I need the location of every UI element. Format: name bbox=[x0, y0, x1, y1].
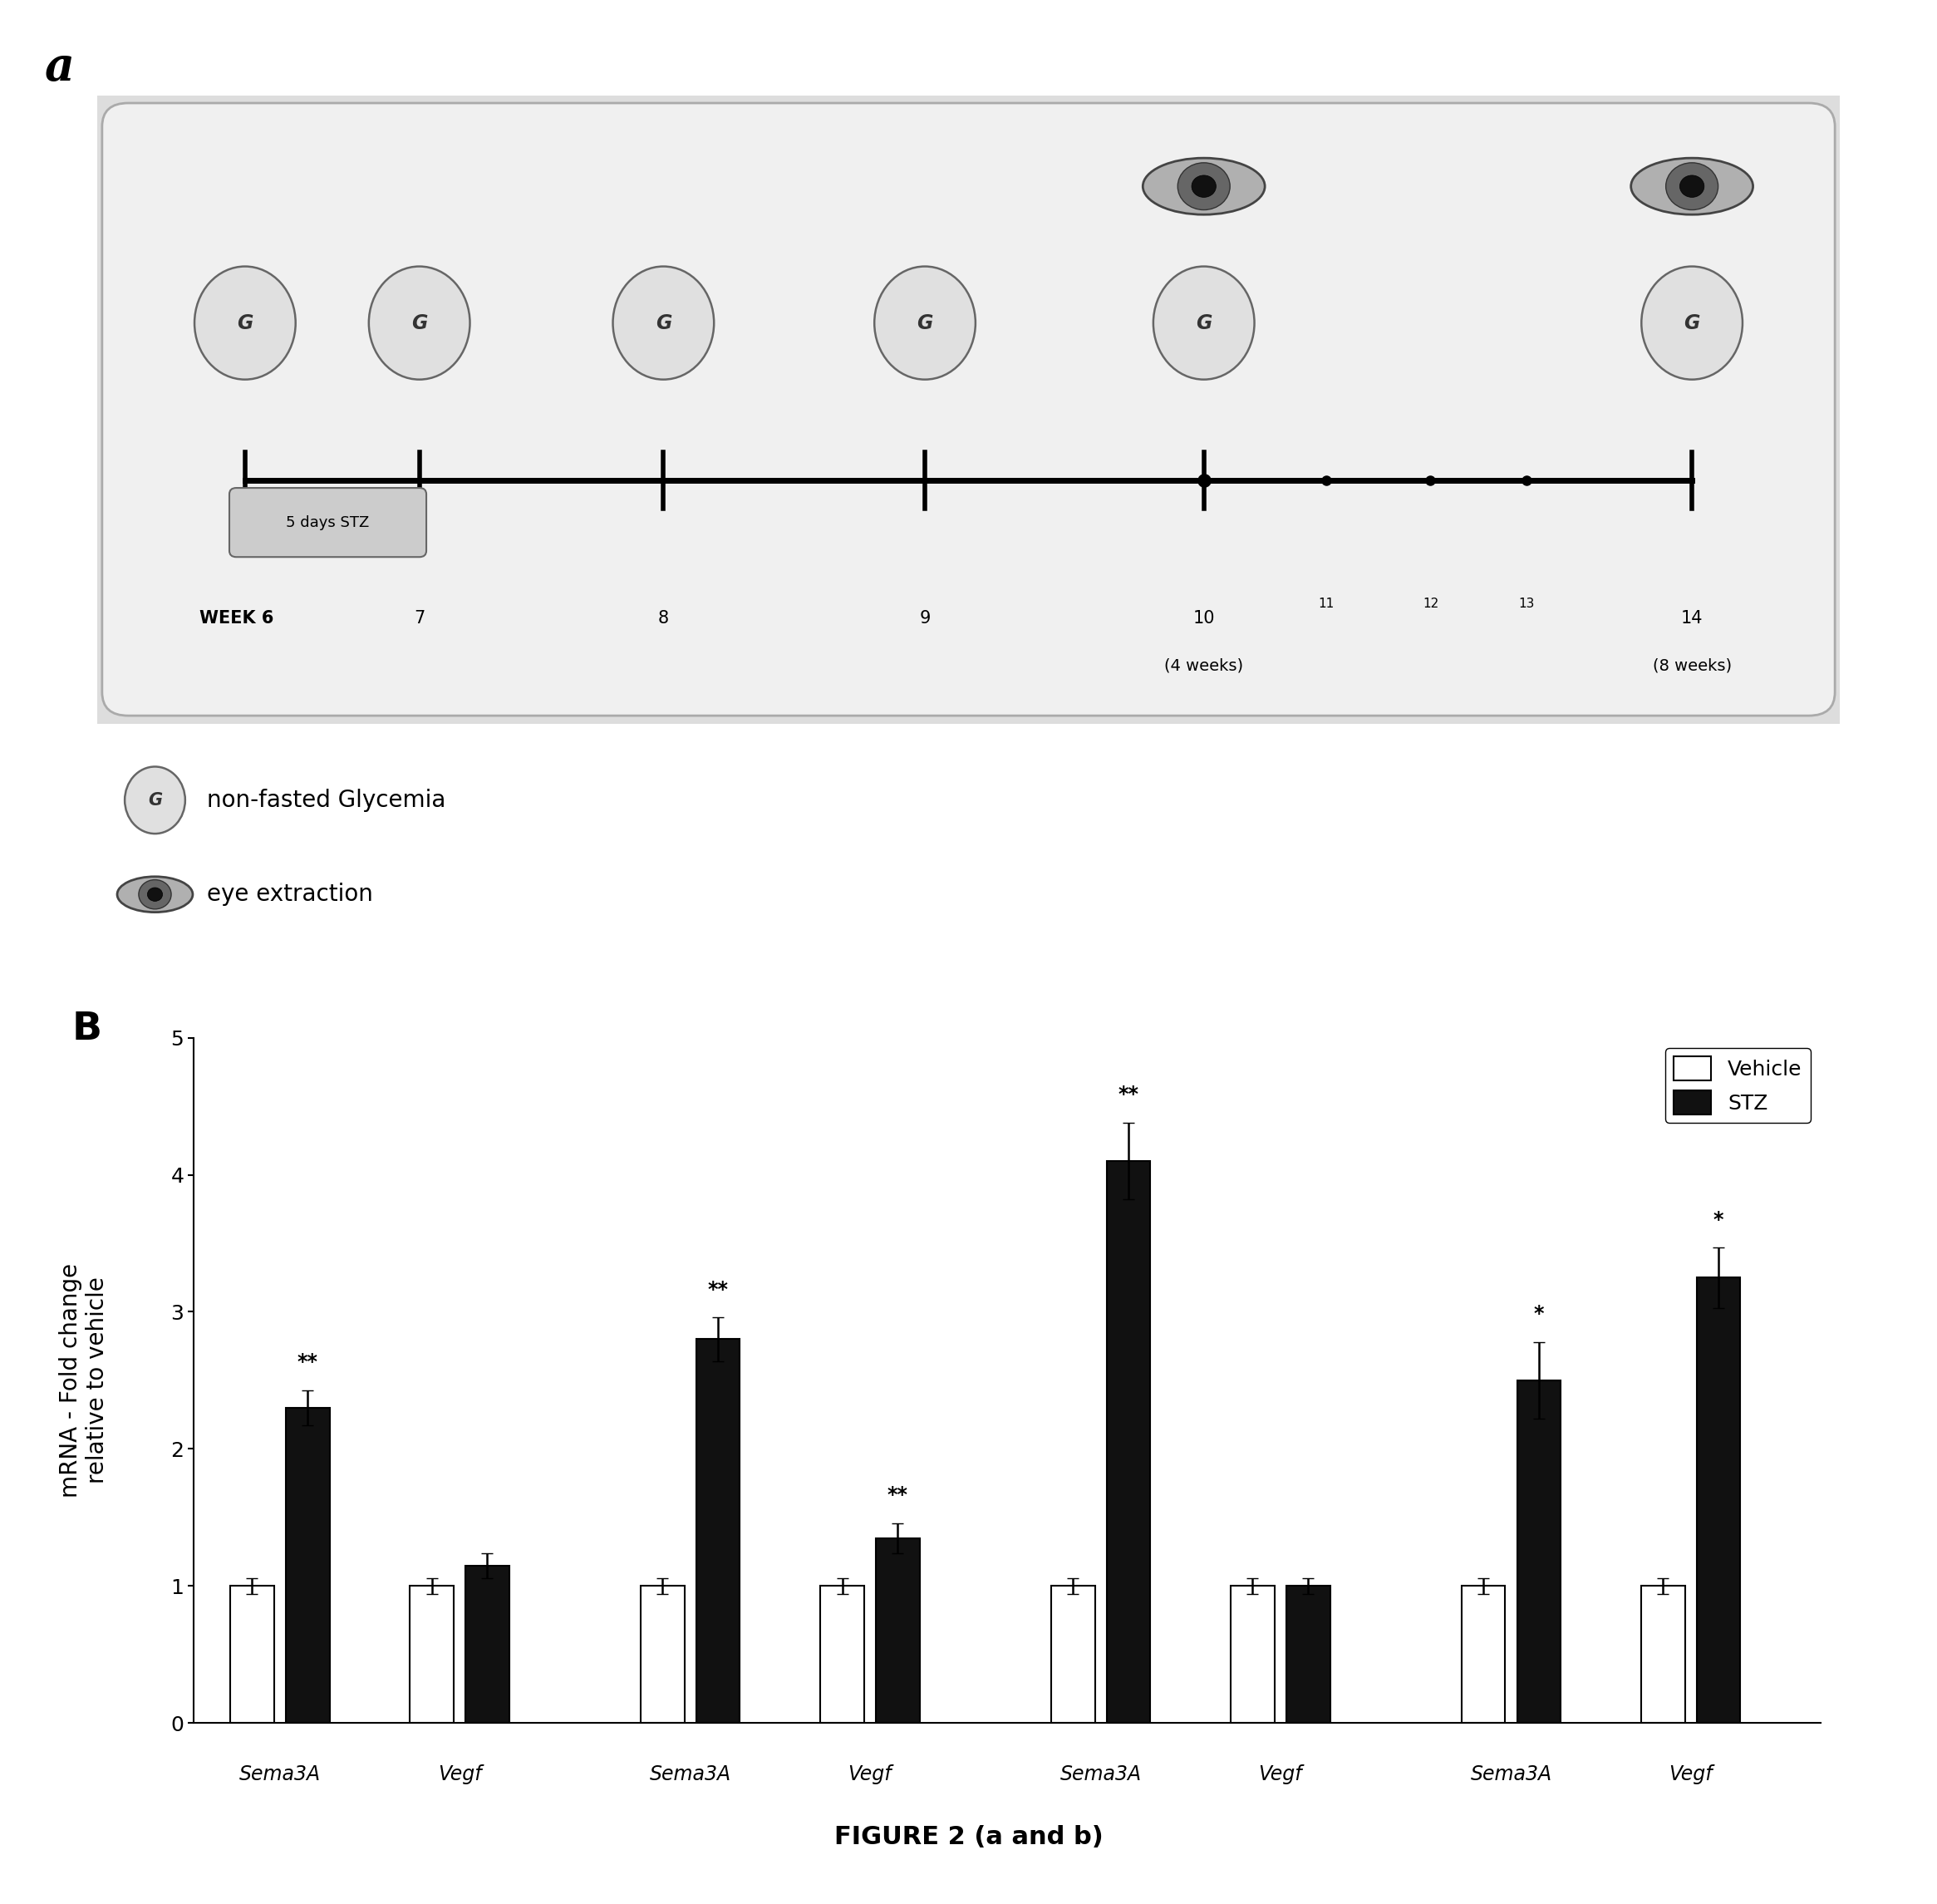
Ellipse shape bbox=[118, 876, 194, 912]
Text: **: ** bbox=[1118, 1085, 1139, 1104]
Text: G: G bbox=[411, 312, 428, 333]
Text: *: * bbox=[1714, 1209, 1724, 1230]
Text: **: ** bbox=[296, 1352, 318, 1373]
Text: (8 weeks): (8 weeks) bbox=[1652, 657, 1732, 674]
Text: *: * bbox=[1534, 1304, 1544, 1323]
Ellipse shape bbox=[1143, 158, 1265, 215]
Text: 10: 10 bbox=[1193, 611, 1214, 626]
Bar bbox=[465, 1565, 509, 1723]
Text: FIGURE 2 (a and b): FIGURE 2 (a and b) bbox=[835, 1826, 1102, 1849]
Text: 12: 12 bbox=[1422, 598, 1439, 611]
Bar bbox=[231, 1586, 273, 1723]
Bar bbox=[1517, 1380, 1561, 1723]
Ellipse shape bbox=[1191, 175, 1216, 198]
Text: **: ** bbox=[887, 1485, 908, 1506]
Text: Sema3A: Sema3A bbox=[1060, 1765, 1141, 1784]
Text: G: G bbox=[1683, 312, 1701, 333]
Bar bbox=[695, 1339, 740, 1723]
Text: WEEK 6: WEEK 6 bbox=[200, 611, 273, 626]
Bar bbox=[1052, 1586, 1094, 1723]
Text: 9: 9 bbox=[920, 611, 930, 626]
Ellipse shape bbox=[147, 887, 163, 901]
Text: 13: 13 bbox=[1519, 598, 1534, 611]
Bar bbox=[1286, 1586, 1331, 1723]
Ellipse shape bbox=[1641, 267, 1743, 379]
Text: G: G bbox=[236, 312, 254, 333]
Text: non-fasted Glycemia: non-fasted Glycemia bbox=[207, 788, 446, 811]
Bar bbox=[1230, 1586, 1275, 1723]
Text: G: G bbox=[916, 312, 934, 333]
FancyBboxPatch shape bbox=[103, 103, 1834, 716]
Text: 7: 7 bbox=[415, 611, 424, 626]
Bar bbox=[287, 1407, 329, 1723]
FancyBboxPatch shape bbox=[83, 86, 1854, 733]
FancyBboxPatch shape bbox=[229, 487, 426, 558]
Text: (4 weeks): (4 weeks) bbox=[1164, 657, 1244, 674]
Text: Sema3A: Sema3A bbox=[649, 1765, 730, 1784]
Ellipse shape bbox=[1631, 158, 1753, 215]
Text: G: G bbox=[147, 792, 163, 809]
Text: Vegf: Vegf bbox=[1259, 1765, 1302, 1784]
Text: B: B bbox=[72, 1011, 101, 1047]
Ellipse shape bbox=[194, 267, 296, 379]
Text: 5 days STZ: 5 days STZ bbox=[287, 514, 370, 529]
Ellipse shape bbox=[1679, 175, 1705, 198]
Ellipse shape bbox=[1666, 162, 1718, 209]
Text: eye extraction: eye extraction bbox=[207, 883, 374, 906]
Ellipse shape bbox=[612, 267, 715, 379]
Text: G: G bbox=[1195, 312, 1213, 333]
Bar bbox=[641, 1586, 684, 1723]
Ellipse shape bbox=[874, 267, 976, 379]
Bar bbox=[819, 1586, 864, 1723]
Text: Vegf: Vegf bbox=[1670, 1765, 1712, 1784]
Ellipse shape bbox=[1153, 267, 1255, 379]
Legend: Vehicle, STZ: Vehicle, STZ bbox=[1666, 1047, 1811, 1123]
Bar bbox=[876, 1538, 920, 1723]
Bar bbox=[1641, 1586, 1685, 1723]
Text: Sema3A: Sema3A bbox=[238, 1765, 322, 1784]
Text: a: a bbox=[45, 46, 74, 91]
Ellipse shape bbox=[124, 767, 186, 834]
Ellipse shape bbox=[1178, 162, 1230, 209]
Text: Vegf: Vegf bbox=[438, 1765, 482, 1784]
Text: G: G bbox=[655, 312, 672, 333]
Text: 8: 8 bbox=[659, 611, 668, 626]
Y-axis label: mRNA - Fold change
relative to vehicle: mRNA - Fold change relative to vehicle bbox=[58, 1262, 108, 1498]
Ellipse shape bbox=[139, 880, 170, 908]
Text: 11: 11 bbox=[1317, 598, 1335, 611]
Bar bbox=[1106, 1161, 1151, 1723]
Text: **: ** bbox=[707, 1279, 728, 1300]
Bar bbox=[411, 1586, 453, 1723]
Text: Sema3A: Sema3A bbox=[1470, 1765, 1552, 1784]
Text: 14: 14 bbox=[1681, 611, 1703, 626]
Bar bbox=[1697, 1278, 1741, 1723]
Bar bbox=[1462, 1586, 1505, 1723]
Ellipse shape bbox=[368, 267, 471, 379]
Text: Vegf: Vegf bbox=[848, 1765, 891, 1784]
